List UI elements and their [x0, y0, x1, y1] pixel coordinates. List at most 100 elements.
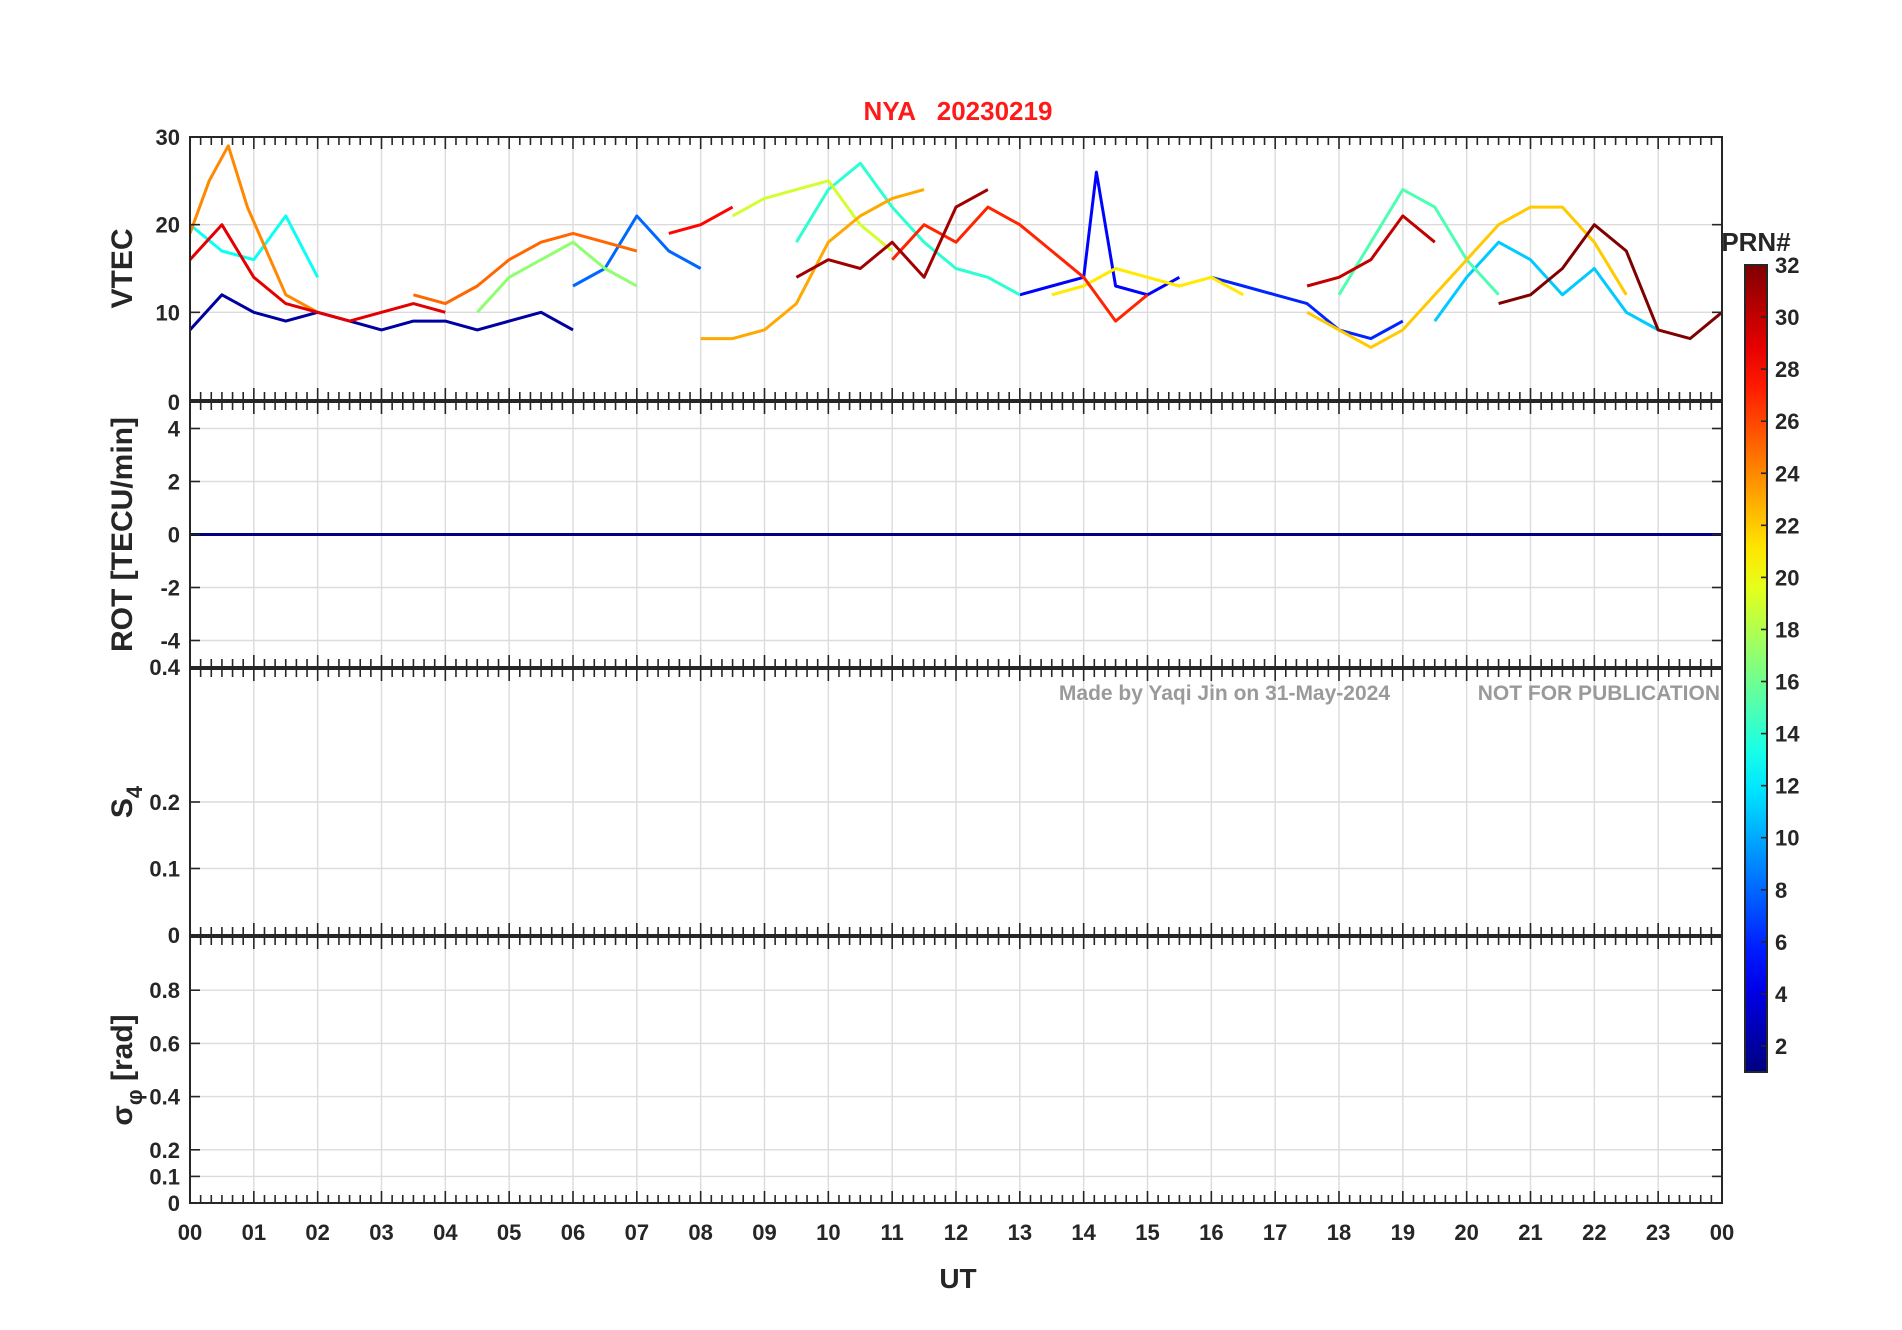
vtec-series-prn-28 — [668, 205, 734, 235]
colorbar-gradient — [1744, 264, 1768, 1073]
vtec-series-prn-13 — [190, 214, 320, 278]
vtec-series-prn-25 — [413, 231, 638, 306]
vtec-series-prn-11 — [1433, 240, 1659, 332]
y-tick-label: 0 — [168, 923, 180, 948]
y-tick-label: 0 — [168, 1191, 180, 1216]
x-tick-label: 03 — [369, 1220, 393, 1245]
sigphi-y-axis-label: σφ [rad] — [106, 1014, 147, 1125]
x-tick-label: 04 — [433, 1220, 458, 1245]
x-tick-label: 18 — [1327, 1220, 1351, 1245]
y-tick-label: -4 — [160, 629, 180, 654]
colorbar-tick-label: 8 — [1775, 878, 1787, 903]
vtec-series-prn-21 — [1051, 267, 1245, 297]
vtec-series-prn-29 — [190, 223, 446, 323]
watermark-notice: NOT FOR PUBLICATION — [1478, 682, 1720, 705]
vtec-series-prn-31 — [795, 188, 989, 279]
rot-y-axis-label: ROT [TECU/min] — [106, 417, 139, 652]
vtec-series-prn-6 — [1210, 275, 1404, 341]
x-tick-label: 05 — [497, 1220, 521, 1245]
colorbar-tick-label: 32 — [1775, 253, 1799, 278]
colorbar-tick-label: 2 — [1775, 1034, 1787, 1059]
x-tick-label: 09 — [752, 1220, 776, 1245]
y-tick-label: 0 — [168, 523, 180, 548]
y-tick-label: 0.1 — [149, 857, 180, 882]
s4-y-axis-label: S4 — [106, 785, 147, 818]
colorbar-tick-label: 12 — [1775, 774, 1799, 799]
colorbar-tick-label: 26 — [1775, 409, 1799, 434]
vtec-series-prn-23 — [700, 188, 925, 341]
x-tick-label: 01 — [242, 1220, 266, 1245]
x-tick-label: 12 — [944, 1220, 968, 1245]
x-tick-label: 07 — [625, 1220, 649, 1245]
vtec-series-prn-22 — [1306, 205, 1628, 349]
vtec-series-prn-27 — [891, 205, 1149, 323]
vtec-series-prn-8 — [572, 214, 702, 288]
x-tick-label: 20 — [1454, 1220, 1478, 1245]
x-axis-label: UT — [939, 1263, 976, 1294]
vtec-series-prn-30 — [1306, 214, 1436, 288]
vtec-series-prn-15 — [1337, 188, 1500, 296]
y-tick-label: 0 — [168, 390, 180, 415]
x-tick-label: 11 — [881, 1220, 904, 1245]
watermark: Made by Yaqi Jin on 31-May-2024 NOT FOR … — [1059, 682, 1720, 705]
vtec-y-axis-label: VTEC — [106, 228, 139, 308]
colorbar-tick-label: 30 — [1775, 305, 1799, 330]
y-tick-label: 10 — [156, 300, 180, 325]
x-tick-label: 00 — [178, 1220, 202, 1245]
watermark-credit: Made by Yaqi Jin on 31-May-2024 — [1059, 682, 1390, 705]
colorbar-tick-label: 24 — [1775, 461, 1800, 486]
panel-sigphi: 00.10.2 0.4 0.6 0.8σφ [rad] — [106, 936, 1723, 1216]
vtec-series-prn-19 — [731, 179, 894, 253]
x-tick-label: 13 — [1008, 1220, 1032, 1245]
colorbar-tick-label: 28 — [1775, 357, 1799, 382]
x-tick-label: 10 — [816, 1220, 840, 1245]
y-tick-label: 2 — [168, 470, 180, 495]
y-tick-label: 30 — [156, 125, 180, 150]
colorbar-tick-label: 4 — [1775, 982, 1788, 1007]
colorbar-tick-label: 16 — [1775, 670, 1799, 695]
x-tick-label: 00 — [1710, 1220, 1734, 1245]
x-tick-label: 17 — [1263, 1220, 1287, 1245]
y-tick-label: 0.4 — [149, 1085, 180, 1110]
colorbar-tick-label: 22 — [1775, 513, 1799, 538]
colorbar-tick-label: 10 — [1775, 826, 1799, 851]
vtec-series-prn-17 — [476, 240, 638, 314]
x-axis: 00 01 02 03 04 05 06 07 08 09 10 11 12 13 14 15 16 17 18 19… — [178, 1220, 1734, 1245]
vtec-series-prn-32 — [1498, 223, 1722, 341]
x-tick-label: 19 — [1391, 1220, 1415, 1245]
y-tick-label: 4 — [168, 417, 181, 442]
panel-vtec: 10 20 30 VTEC — [106, 125, 1723, 401]
x-tick-label: 08 — [688, 1220, 712, 1245]
colorbar-tick-label: 20 — [1775, 565, 1799, 590]
colorbar-tick-label: 18 — [1775, 617, 1799, 642]
panel-s4: 0 0.1 0.2S4 — [106, 668, 1723, 948]
x-tick-label: 14 — [1071, 1220, 1096, 1245]
y-tick-label: 0.6 — [149, 1031, 180, 1056]
x-tick-label: 06 — [561, 1220, 585, 1245]
y-tick-label: -2 — [160, 576, 180, 601]
x-tick-label: 21 — [1518, 1220, 1542, 1245]
vtec-series-prn-24 — [190, 144, 319, 314]
vtec-series-prn-2 — [190, 293, 574, 332]
y-tick-label: 0.2 — [149, 790, 180, 815]
x-tick-label: 15 — [1135, 1220, 1159, 1245]
colorbar-title: PRN# — [1721, 227, 1791, 257]
vtec-series-prn-14 — [795, 161, 1021, 297]
x-tick-label: 16 — [1199, 1220, 1223, 1245]
x-tick-label: 23 — [1646, 1220, 1670, 1245]
y-tick-label: 0.4 — [149, 655, 180, 680]
x-tick-label: 02 — [305, 1220, 329, 1245]
chart-title: NYA 20230219 — [864, 96, 1053, 126]
vtec-series-group — [190, 144, 1722, 349]
y-tick-label: 0.8 — [149, 978, 180, 1003]
colorbar-tick-label: 14 — [1775, 722, 1800, 747]
y-tick-label: 0.1 — [149, 1164, 180, 1189]
y-tick-label: 20 — [156, 213, 180, 238]
colorbar-tick-label: 6 — [1775, 930, 1787, 955]
x-tick-label: 22 — [1582, 1220, 1606, 1245]
y-tick-label: 0.2 — [149, 1138, 180, 1163]
